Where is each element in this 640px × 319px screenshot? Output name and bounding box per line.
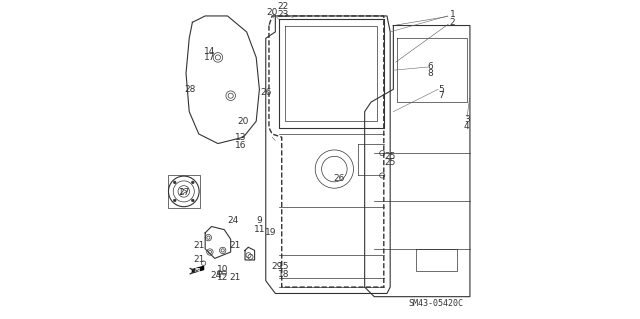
Text: 26: 26 [333,174,345,183]
Text: 21: 21 [193,241,204,250]
Text: 23: 23 [278,10,289,19]
Text: 15: 15 [278,262,289,271]
Text: 10: 10 [217,265,228,274]
Circle shape [173,199,176,202]
Text: FR: FR [195,268,202,273]
Text: 26: 26 [260,88,271,97]
Text: 12: 12 [217,273,228,282]
Text: 24: 24 [211,271,222,280]
Text: 20: 20 [237,117,248,126]
Text: 5: 5 [438,85,444,94]
Text: 25: 25 [385,152,396,161]
Text: 4: 4 [464,122,470,130]
Circle shape [191,181,194,184]
Text: 11: 11 [253,225,265,234]
Text: 13: 13 [234,133,246,142]
Text: 21: 21 [230,273,241,282]
Text: 1: 1 [449,10,455,19]
Text: 21: 21 [193,256,204,264]
Text: 18: 18 [278,270,289,279]
Text: 22: 22 [278,2,289,11]
Text: 7: 7 [438,91,444,100]
Text: 25: 25 [385,158,396,167]
Text: 2: 2 [449,18,455,27]
Text: 9: 9 [257,216,262,225]
Text: 16: 16 [234,141,246,150]
Polygon shape [193,266,204,273]
Text: 19: 19 [265,228,276,237]
Text: 21: 21 [230,241,241,250]
Bar [168,175,200,208]
Text: 3: 3 [464,115,470,124]
Circle shape [173,181,176,184]
Text: 8: 8 [427,69,433,78]
Text: 28: 28 [184,85,196,94]
Text: SM43-05420C: SM43-05420C [408,299,463,308]
Circle shape [191,199,194,202]
Text: 17: 17 [204,53,216,62]
Text: 14: 14 [204,47,216,56]
Text: 29: 29 [271,262,283,271]
Text: 20: 20 [266,8,278,17]
Text: 24: 24 [228,216,239,225]
Text: 6: 6 [427,63,433,71]
Text: 27: 27 [178,189,189,197]
